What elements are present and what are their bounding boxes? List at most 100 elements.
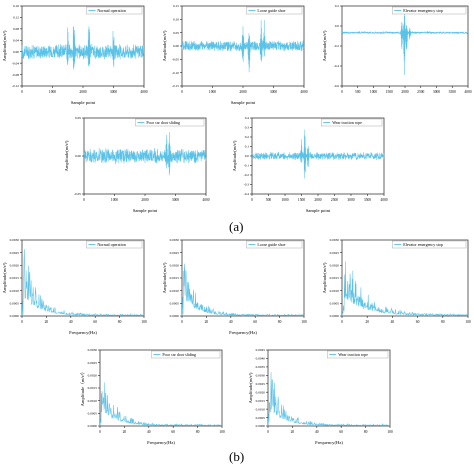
series-line xyxy=(83,131,207,176)
y-axis-label: Amplitude(m/s²) xyxy=(248,372,253,403)
y-tick-label: 0.0 xyxy=(335,24,340,28)
legend-box xyxy=(86,240,143,249)
x-tick-label: 500 xyxy=(266,198,272,202)
y-axis-label: Amplitude(m/s²) xyxy=(162,30,167,61)
chart-normal-operation-time: 0 1000 2000 3000 4000 -0.12 -0.08 -0.04 0.00 0.04… xyxy=(0,0,150,108)
legend-box xyxy=(391,6,467,15)
legend-box xyxy=(246,6,303,15)
x-tick-label: 1000 xyxy=(49,90,56,94)
y-tick-label: 0.00 xyxy=(13,50,19,54)
x-tick-label: 4000 xyxy=(464,90,471,94)
y-tick-label: 0.0000 xyxy=(88,424,98,428)
plot-frame xyxy=(181,239,305,317)
x-axis-label: Sample point xyxy=(306,208,331,213)
plot-frame xyxy=(99,349,223,427)
x-tick-label: 20 xyxy=(205,320,209,324)
x-tick-label: 500 xyxy=(355,90,361,94)
series-line xyxy=(341,14,469,76)
series-line xyxy=(181,263,305,317)
y-tick-label: 0.0020 xyxy=(330,264,340,268)
y-tick-label: 0.0015 xyxy=(10,276,20,280)
y-tick-label: -0.1 xyxy=(244,164,250,168)
x-tick-label: 100 xyxy=(301,320,307,324)
x-tick-label: 0 xyxy=(181,90,183,94)
x-tick-label: 40 xyxy=(147,430,151,434)
x-tick-label: 20 xyxy=(365,320,369,324)
y-tick-label: 0.05 xyxy=(173,31,179,35)
legend-label: Wear traction rope xyxy=(338,352,368,357)
y-tick-label: -0.15 xyxy=(172,84,179,88)
x-tick-label: 80 xyxy=(196,430,200,434)
x-tick-label: 1000 xyxy=(111,198,118,202)
chart-emergency-stop-time: 0 500 1000 1500 2000 2500 3000 3500 4000 -0.6 -0.4… xyxy=(320,0,474,108)
x-tick-label: 100 xyxy=(141,320,147,324)
y-tick-label: 0.2 xyxy=(335,4,340,8)
x-tick-label: 20 xyxy=(123,430,127,434)
y-axis-label: Amplitude(m/s²) xyxy=(2,30,7,61)
legend-box xyxy=(391,240,467,249)
y-tick-label: 0.0010 xyxy=(10,289,20,293)
y-tick-label: 0.0025 xyxy=(10,251,20,255)
y-tick-label: 0.0040 xyxy=(256,357,266,361)
series-line xyxy=(341,261,469,317)
x-tick-label: 1500 xyxy=(386,90,393,94)
y-tick-label: 0.4 xyxy=(245,116,250,120)
y-axis-label: Amplitude(m/s²) xyxy=(322,262,327,293)
x-axis-label: Frequency(Hz) xyxy=(69,330,97,335)
x-tick-label: 0 xyxy=(181,320,183,324)
y-tick-label: 0.00 xyxy=(173,44,179,48)
y-tick-label: -0.2 xyxy=(244,173,250,177)
x-tick-label: 0 xyxy=(21,320,23,324)
x-tick-label: 60 xyxy=(339,430,343,434)
y-tick-label: -0.05 xyxy=(172,58,179,62)
figure-label-b: (b) xyxy=(229,449,245,464)
x-tick-label: 80 xyxy=(364,430,368,434)
y-tick-label: 0.0010 xyxy=(170,289,180,293)
x-axis-label: Sample point xyxy=(231,100,256,105)
y-tick-label: 0.0020 xyxy=(170,264,180,268)
y-tick-label: 0.10 xyxy=(173,18,179,22)
x-tick-label: 2000 xyxy=(141,198,148,202)
x-tick-label: 100 xyxy=(219,430,225,434)
x-tick-label: 1000 xyxy=(209,90,216,94)
y-tick-label: -0.04 xyxy=(12,61,19,65)
x-tick-label: 4000 xyxy=(140,90,147,94)
x-tick-label: 0 xyxy=(341,90,343,94)
x-tick-label: 60 xyxy=(171,430,175,434)
y-tick-label: 0.0010 xyxy=(330,289,340,293)
x-tick-label: 2500 xyxy=(331,198,338,202)
legend-label: Normal operation xyxy=(97,8,125,13)
y-tick-label: 0.04 xyxy=(13,38,19,42)
legend-label: Loose guide shoe xyxy=(257,242,285,247)
chart-normal-operation-freq: 0 20 40 60 80 100 0.0000 0.0005 0.0010 0.0015 0.00… xyxy=(0,234,150,338)
y-tick-label: 0.05 xyxy=(75,116,81,120)
y-tick-label: -0.4 xyxy=(334,64,340,68)
x-axis-label: Sample point xyxy=(71,100,96,105)
y-tick-label: -0.2 xyxy=(334,44,340,48)
x-tick-label: 0 xyxy=(267,430,269,434)
x-tick-label: 4000 xyxy=(202,198,209,202)
x-tick-label: 80 xyxy=(441,320,445,324)
x-axis-label: Frequency(Hz) xyxy=(315,440,343,445)
chart-wear-traction-rope-time: 0 500 1000 1500 2000 2500 3000 3500 4000 -0.4 -0.3… xyxy=(230,112,390,216)
x-tick-label: 60 xyxy=(416,320,420,324)
legend-label: Poor car door sliding xyxy=(162,352,196,357)
legend-label: Wear traction rope xyxy=(332,120,362,125)
x-tick-label: 100 xyxy=(387,430,393,434)
series-line xyxy=(99,382,223,427)
y-tick-label: -0.05 xyxy=(74,192,81,196)
y-tick-label: 0.0005 xyxy=(170,302,180,306)
x-axis-label: Sample point xyxy=(133,208,158,213)
x-tick-label: 0 xyxy=(341,320,343,324)
x-tick-label: 60 xyxy=(93,320,97,324)
y-tick-label: 0.0035 xyxy=(256,365,266,369)
x-tick-label: 40 xyxy=(229,320,233,324)
y-tick-label: 0.0030 xyxy=(256,374,266,378)
y-tick-label: 0.08 xyxy=(13,27,19,31)
x-tick-label: 2500 xyxy=(417,90,424,94)
x-tick-label: 1000 xyxy=(370,90,377,94)
y-tick-label: 0.0010 xyxy=(256,407,266,411)
y-tick-label: 0.12 xyxy=(13,16,19,20)
y-tick-label: -0.12 xyxy=(12,84,19,88)
plot-frame xyxy=(267,349,391,427)
